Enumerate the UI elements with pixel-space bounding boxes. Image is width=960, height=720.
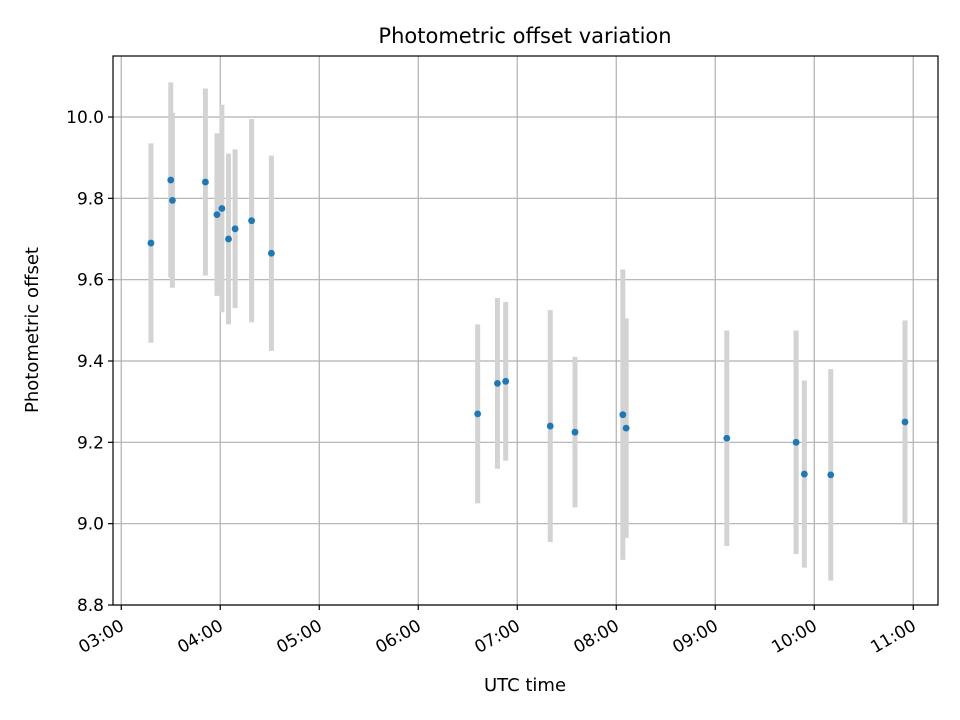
data-point <box>218 205 226 212</box>
x-tick-label: 04:00 <box>174 616 226 658</box>
x-tick-label: 10:00 <box>768 616 820 658</box>
x-tick-label: 05:00 <box>273 616 325 658</box>
y-tick-label: 10.0 <box>66 108 104 128</box>
data-point <box>622 424 630 432</box>
data-point <box>546 422 554 430</box>
data-point <box>827 471 835 479</box>
x-tick-label: 08:00 <box>570 616 622 658</box>
data-point <box>167 176 175 184</box>
data-point <box>474 410 482 418</box>
data-point <box>571 428 579 436</box>
data-point <box>225 235 232 243</box>
data-point <box>800 470 808 478</box>
x-tick-label: 07:00 <box>471 616 523 658</box>
data-point <box>202 178 209 186</box>
x-tick-label: 03:00 <box>75 616 127 658</box>
y-tick-label: 9.2 <box>77 433 104 453</box>
data-point <box>494 379 501 387</box>
data-point <box>147 239 155 247</box>
data-point <box>268 249 275 257</box>
data-point <box>901 418 909 426</box>
x-tick-label: 11:00 <box>867 616 919 658</box>
data-point <box>502 377 510 385</box>
x-tick-label: 06:00 <box>372 616 424 658</box>
x-axis-ticks: 03:00 04:00 05:00 06:00 07:00 08:00 09:00 10:00… <box>75 605 920 658</box>
data-point <box>619 411 627 419</box>
y-axis-label: Photometric offset <box>22 247 43 413</box>
data-point <box>248 217 256 225</box>
data-points <box>147 176 909 479</box>
plot-frame <box>112 55 939 606</box>
data-point <box>723 434 731 442</box>
x-axis-label: UTC time <box>484 675 566 696</box>
error-bars <box>148 82 908 581</box>
y-tick-label: 9.8 <box>77 189 104 209</box>
data-point <box>792 438 800 446</box>
data-point <box>231 225 239 233</box>
data-point <box>169 196 176 204</box>
y-tick-label: 9.4 <box>77 352 104 372</box>
x-tick-label: 09:00 <box>669 616 721 658</box>
y-tick-label: 9.0 <box>77 515 104 535</box>
data-point <box>213 211 221 219</box>
grid-lines <box>113 56 938 606</box>
y-tick-label: 9.6 <box>77 271 104 291</box>
y-tick-label: 8.8 <box>77 596 104 616</box>
chart-title: Photometric offset variation <box>378 24 671 48</box>
y-axis-ticks: 8.8 9.0 9.2 9.4 9.6 9.8 10.0 <box>66 108 113 616</box>
